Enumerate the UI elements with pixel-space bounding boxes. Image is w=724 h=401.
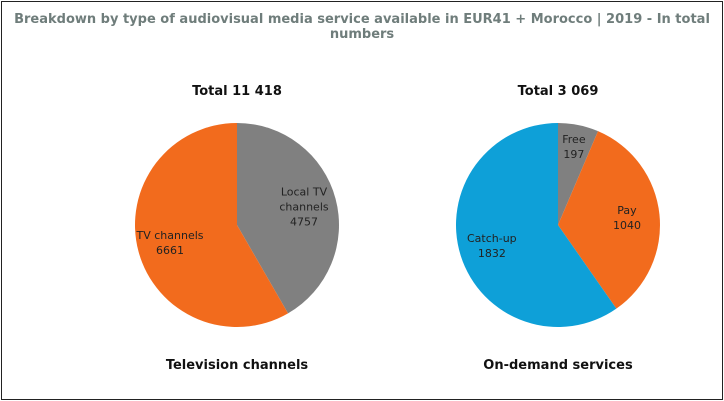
pie-slice [134, 123, 289, 327]
pie-slice [237, 123, 339, 314]
pie-slice [558, 131, 660, 309]
chart-title: Television channels [165, 358, 309, 373]
slice-value: 197 [563, 148, 585, 162]
slice-label: Pay 1040 [587, 203, 667, 233]
slice-category: TV channels [136, 228, 204, 242]
pie-slice [456, 123, 617, 328]
slice-value: 1040 [612, 218, 641, 232]
chart-title: On-demand services [483, 358, 633, 373]
slice-value: 1832 [477, 246, 506, 260]
slice-label: Local TV channels 4757 [264, 185, 344, 230]
slice-value: 6661 [156, 243, 184, 257]
chart-subtitle: Total 3 069 [517, 84, 599, 99]
page-title: Breakdown by type of audiovisual media s… [14, 12, 710, 42]
slice-category: Local TV channels [279, 185, 329, 214]
slice-label: Free 197 [534, 132, 614, 162]
pie-slice [558, 123, 599, 225]
slice-label: TV channels 6661 [130, 228, 210, 258]
slice-value: 4757 [289, 215, 318, 229]
slice-category: Free [562, 133, 586, 147]
slice-label: Catch-up 1832 [452, 231, 532, 261]
slice-category: Pay [617, 203, 637, 217]
slice-category: Catch-up [466, 231, 517, 245]
chart-subtitle: Total 11 418 [192, 84, 282, 99]
